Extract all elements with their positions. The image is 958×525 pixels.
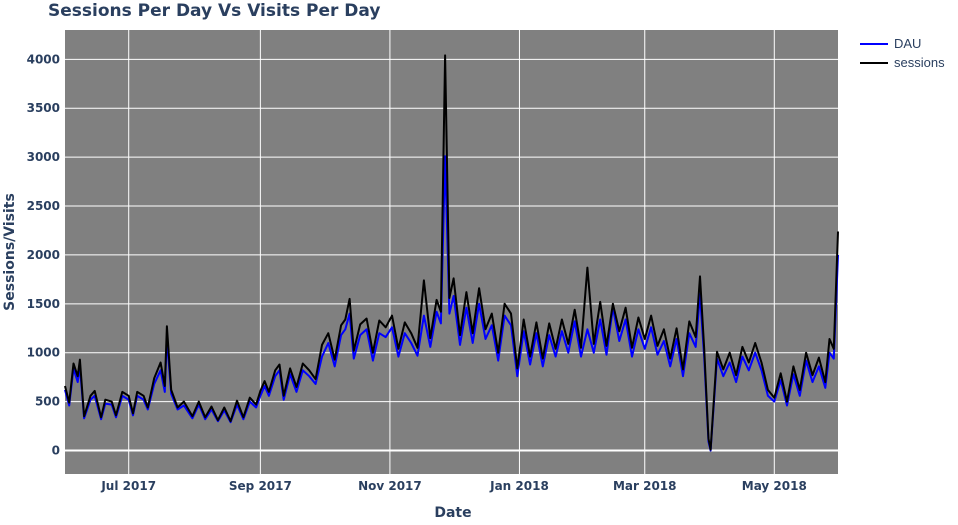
x-tick-label: May 2018 bbox=[742, 479, 807, 493]
x-tick-labels: Jul 2017 Sep 2017 Nov 2017 Jan 2018 Mar 2018… bbox=[100, 479, 806, 493]
legend-label-sessions: sessions bbox=[894, 55, 945, 70]
series-line-sessions bbox=[64, 54, 839, 451]
y-tick-label: 3000 bbox=[27, 150, 60, 164]
y-tick-label: 2000 bbox=[27, 248, 60, 262]
y-gridlines bbox=[65, 58, 838, 452]
y-axis-title: Sessions/Visits bbox=[2, 193, 18, 311]
x-tick-label: Mar 2018 bbox=[613, 479, 677, 493]
y-tick-label: 1000 bbox=[27, 346, 60, 360]
plot-area bbox=[65, 30, 838, 474]
chart-title: Sessions Per Day Vs Visits Per Day bbox=[48, 1, 380, 21]
y-tick-label: 3500 bbox=[27, 101, 60, 115]
x-tick-label: Jul 2017 bbox=[100, 479, 156, 493]
y-tick-label: 2500 bbox=[27, 199, 60, 213]
y-tick-label: 500 bbox=[35, 395, 60, 409]
x-tick-label: Jan 2018 bbox=[489, 479, 549, 493]
y-tick-label: 1500 bbox=[27, 297, 60, 311]
x-tick-label: Nov 2017 bbox=[358, 479, 422, 493]
y-tick-label: 0 bbox=[52, 444, 60, 458]
legend[interactable]: DAU sessions bbox=[860, 36, 945, 70]
legend-label-dau: DAU bbox=[894, 36, 921, 51]
x-axis-title: Date bbox=[434, 505, 471, 521]
y-tick-label: 4000 bbox=[27, 52, 60, 66]
legend-item-sessions[interactable]: sessions bbox=[860, 55, 945, 70]
legend-item-dau[interactable]: DAU bbox=[860, 36, 921, 51]
y-tick-labels: 0 500 1000 1500 2000 2500 3000 3500 4000 bbox=[27, 52, 60, 457]
x-tick-label: Sep 2017 bbox=[229, 479, 292, 493]
series-layer bbox=[64, 54, 839, 452]
